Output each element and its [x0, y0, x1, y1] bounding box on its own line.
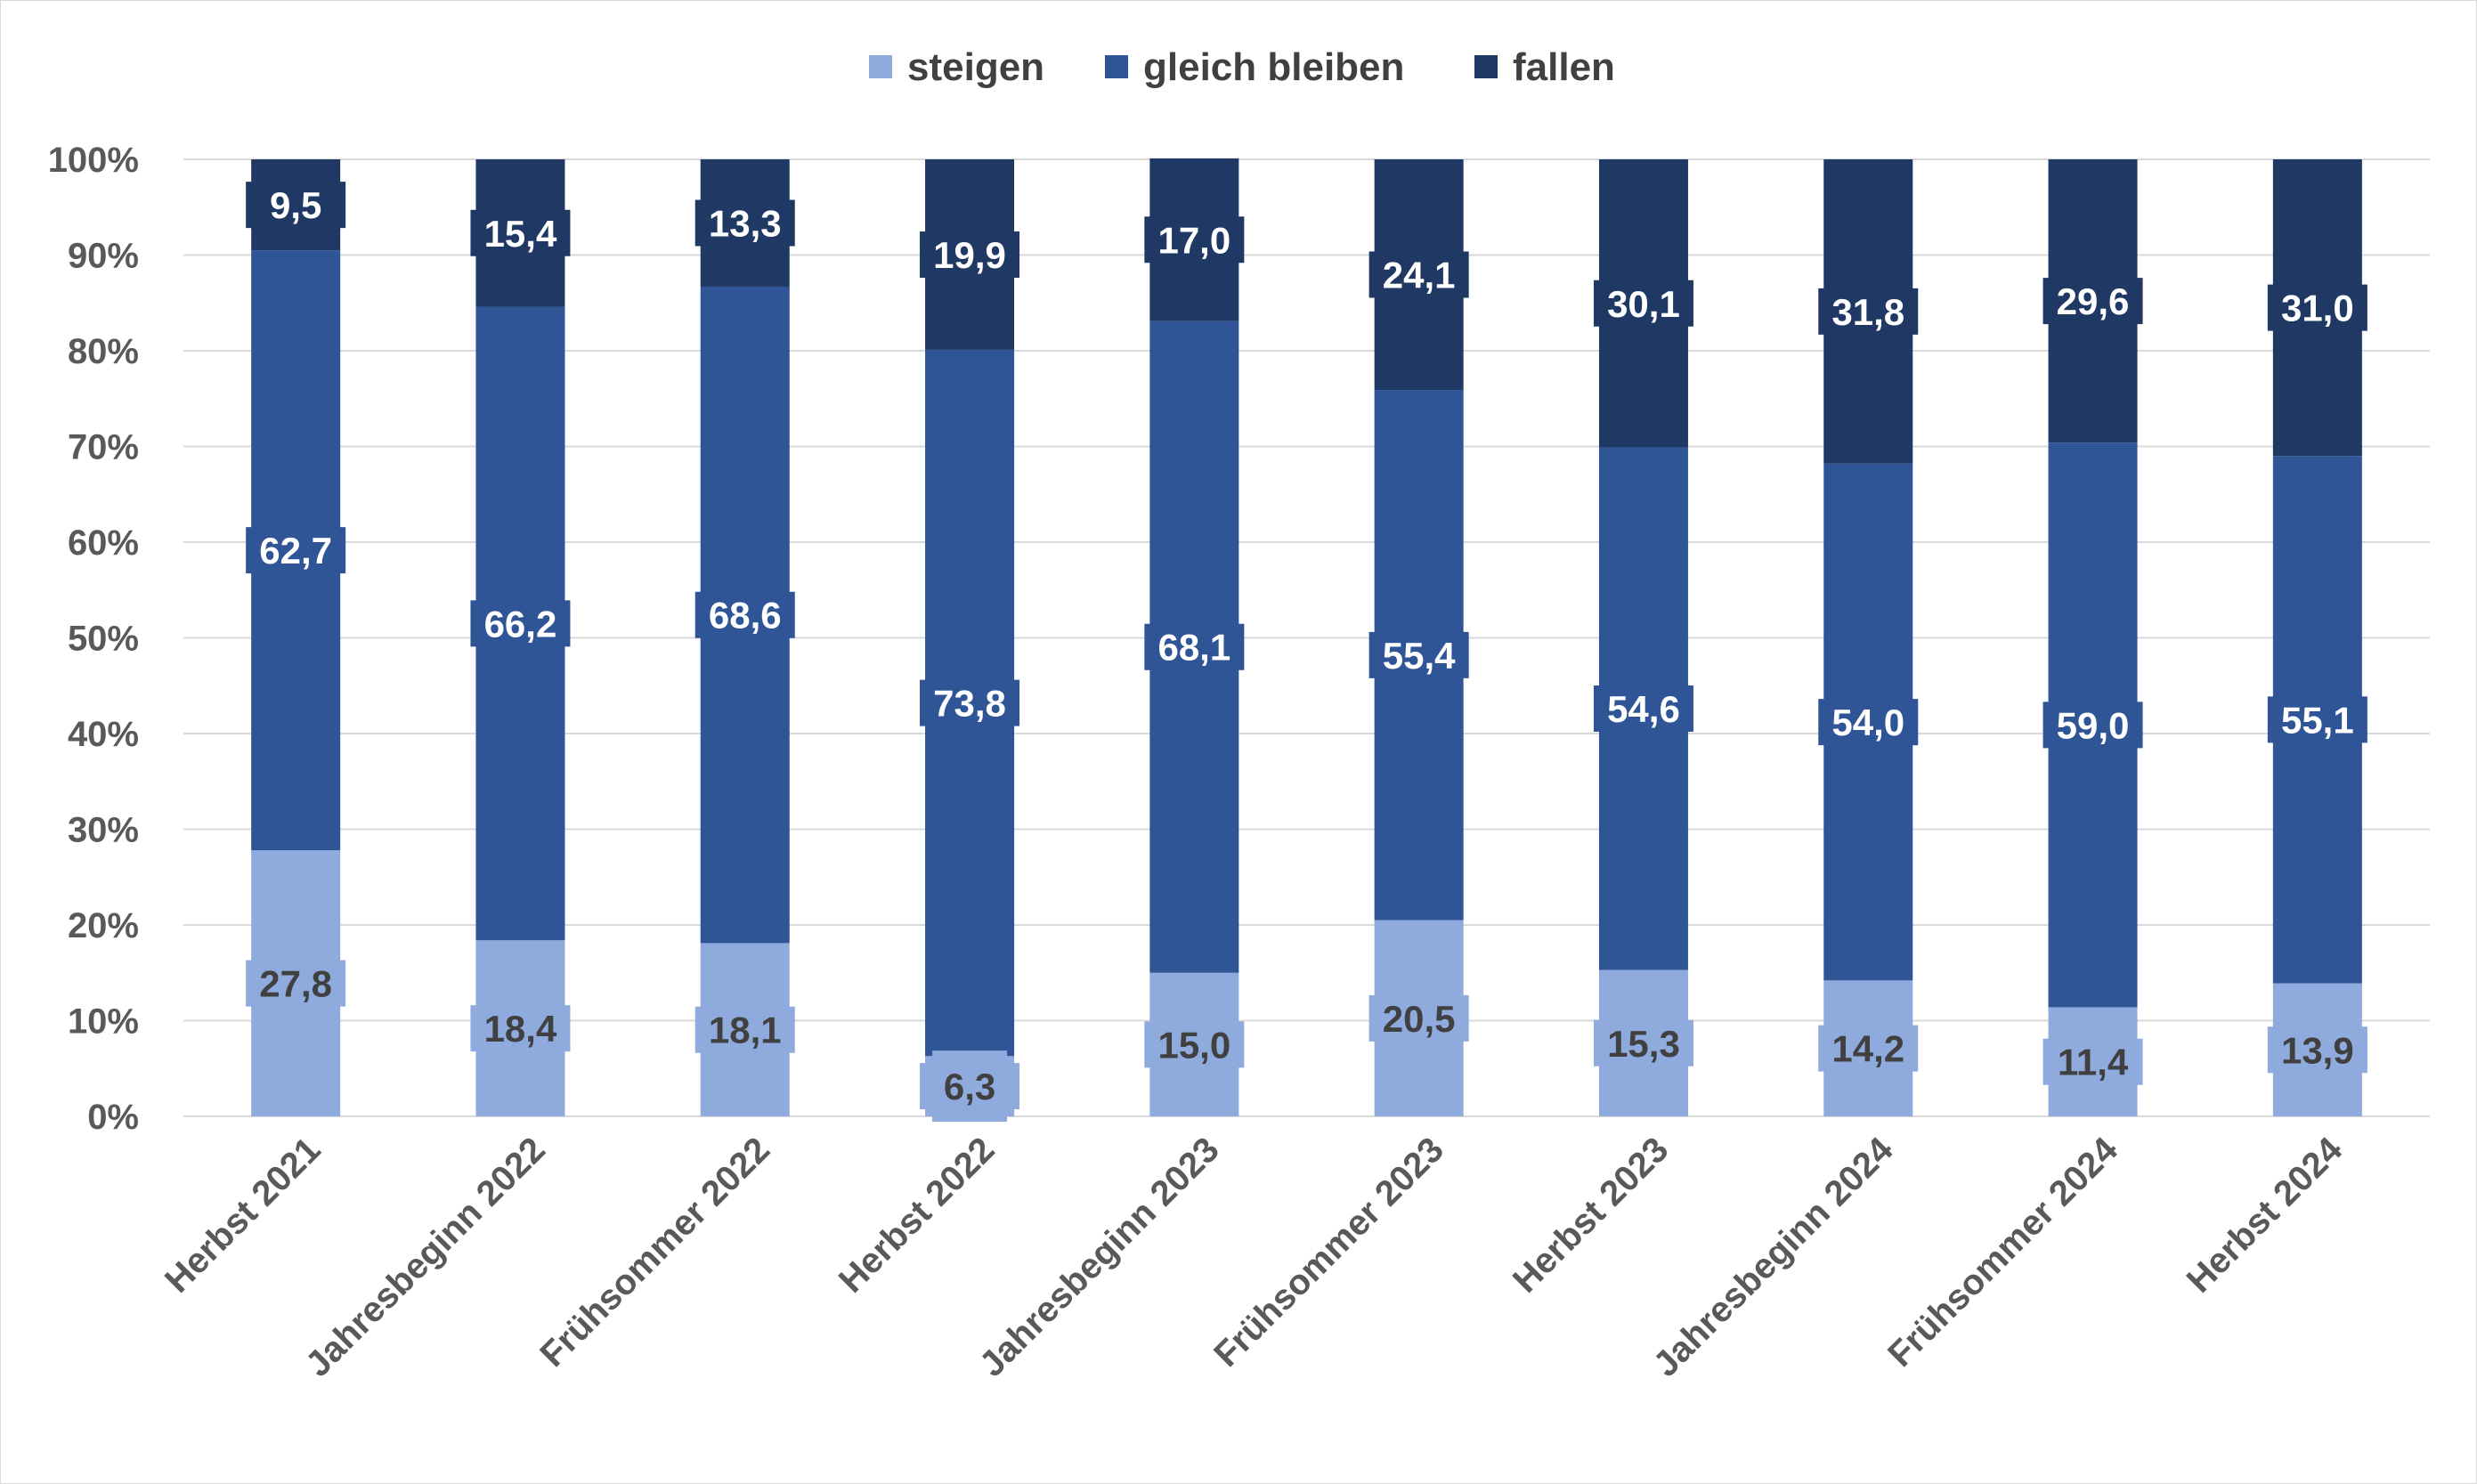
data-label: 66,2: [484, 603, 557, 645]
y-tick-label: 30%: [68, 811, 139, 850]
data-label-background: [1144, 204, 1245, 276]
y-axis-ticks: 0% 10% 20% 30% 40% 50% 60% 70% 80% 90% 100%: [48, 141, 139, 1137]
data-label: 55,4: [1383, 635, 1456, 677]
data-label-background: [470, 993, 571, 1065]
data-label: 18,1: [709, 1010, 782, 1051]
data-label: 31,8: [1831, 291, 1904, 333]
y-tick-label: 50%: [68, 620, 139, 659]
x-tick-label: Frühsommer 2023: [1206, 1130, 1451, 1375]
data-label: 59,0: [2057, 704, 2130, 746]
data-label: 24,1: [1383, 255, 1456, 296]
data-label-background: [1368, 239, 1469, 311]
data-label-background: [246, 947, 346, 1019]
data-label-background: [1818, 1012, 1919, 1084]
data-label-background: [1593, 267, 1693, 339]
y-tick-label: 90%: [68, 237, 139, 276]
data-label: 20,5: [1383, 998, 1456, 1040]
x-tick-label: Frühsommer 2022: [532, 1130, 777, 1375]
data-label: 15,0: [1157, 1024, 1230, 1066]
data-label-background: [694, 579, 795, 651]
data-label: 14,2: [1831, 1028, 1904, 1070]
data-label: 73,8: [933, 683, 1006, 725]
y-tick-label: 70%: [68, 428, 139, 467]
y-tick-label: 60%: [68, 523, 139, 563]
data-label: 54,6: [1607, 688, 1680, 730]
data-label-background: [920, 667, 1020, 739]
data-label-background: [920, 218, 1020, 290]
y-tick-label: 0%: [87, 1098, 139, 1137]
data-label-background: [694, 993, 795, 1066]
data-label-background: [1368, 982, 1469, 1054]
data-label-background: [246, 169, 346, 241]
x-tick-label: Herbst 2021: [158, 1130, 328, 1300]
data-label: 31,0: [2281, 288, 2354, 329]
data-label-background: [2267, 684, 2367, 756]
x-tick-label: Herbst 2024: [2180, 1130, 2351, 1301]
data-label: 6,3: [944, 1066, 995, 1107]
y-tick-label: 80%: [68, 332, 139, 371]
data-label: 54,0: [1831, 701, 1904, 743]
data-label-background: [920, 1050, 1020, 1123]
y-tick-label: 10%: [68, 1002, 139, 1042]
data-label: 19,9: [933, 234, 1006, 276]
data-label-background: [694, 187, 795, 259]
data-label-background: [1593, 673, 1693, 745]
data-label: 11,4: [2058, 1042, 2129, 1083]
data-label: 68,6: [709, 595, 782, 637]
data-label-background: [2267, 272, 2367, 344]
data-labels: 27,8 62,7 9,5 18,4 66,2 15,4 18,1 68,6 13,3 6,3 73…: [246, 169, 2367, 1123]
x-tick-label: Jahresbeginn 2023: [972, 1130, 1227, 1384]
data-label-background: [1593, 1007, 1693, 1079]
data-label-background: [470, 197, 571, 269]
data-label-background: [1818, 275, 1919, 347]
legend-swatch: [1105, 55, 1128, 78]
data-label-background: [1144, 611, 1245, 683]
legend-swatch: [1474, 55, 1498, 78]
data-label-background: [1818, 686, 1919, 758]
data-label: 68,1: [1157, 627, 1230, 669]
data-label: 15,4: [484, 213, 557, 255]
x-tick-label: Herbst 2022: [832, 1130, 1002, 1300]
data-label: 62,7: [259, 530, 332, 572]
data-label: 9,5: [270, 184, 321, 226]
data-label-background: [1144, 1009, 1245, 1081]
data-label-background: [246, 515, 346, 587]
data-label-background: [470, 588, 571, 660]
y-tick-label: 100%: [48, 141, 139, 180]
data-label: 55,1: [2281, 699, 2354, 741]
y-tick-label: 20%: [68, 906, 139, 945]
legend-label: fallen: [1513, 45, 1615, 89]
x-tick-label: Herbst 2023: [1506, 1130, 1676, 1300]
legend-label: gleich bleiben: [1143, 45, 1404, 89]
data-label: 18,4: [484, 1008, 557, 1050]
data-label-background: [2043, 1026, 2143, 1098]
data-label: 29,6: [2057, 280, 2130, 322]
data-label-background: [2267, 1014, 2367, 1086]
x-tick-label: Jahresbeginn 2024: [1646, 1130, 1901, 1384]
data-label: 15,3: [1607, 1023, 1680, 1065]
data-label: 30,1: [1607, 283, 1680, 325]
data-label: 27,8: [259, 963, 332, 1005]
legend-swatch: [869, 55, 892, 78]
data-label-background: [2043, 689, 2143, 761]
legend-label: steigen: [907, 45, 1044, 89]
x-tick-label: Frühsommer 2024: [1880, 1130, 2125, 1375]
legend: steigen gleich bleiben fallen: [869, 45, 1615, 89]
data-label: 13,3: [709, 202, 782, 244]
data-label: 17,0: [1157, 219, 1230, 261]
data-label: 13,9: [2281, 1029, 2354, 1071]
x-tick-label: Jahresbeginn 2022: [298, 1130, 553, 1384]
data-label-background: [2043, 265, 2143, 337]
data-label-background: [1368, 619, 1469, 691]
y-tick-label: 40%: [68, 715, 139, 754]
